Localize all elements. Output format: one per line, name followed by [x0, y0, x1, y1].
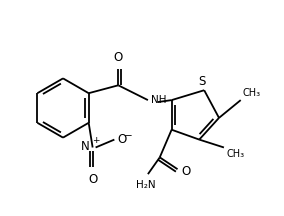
- Text: O: O: [181, 165, 191, 178]
- Text: O: O: [88, 173, 97, 186]
- Text: H₂N: H₂N: [136, 180, 156, 190]
- Text: −: −: [124, 131, 133, 141]
- Text: S: S: [199, 75, 206, 88]
- Text: CH₃: CH₃: [227, 149, 245, 159]
- Text: +: +: [92, 135, 99, 145]
- Text: N: N: [81, 140, 90, 153]
- Text: CH₃: CH₃: [243, 88, 261, 98]
- Text: O: O: [117, 133, 127, 146]
- Text: NH: NH: [151, 95, 166, 105]
- Text: O: O: [114, 51, 123, 64]
